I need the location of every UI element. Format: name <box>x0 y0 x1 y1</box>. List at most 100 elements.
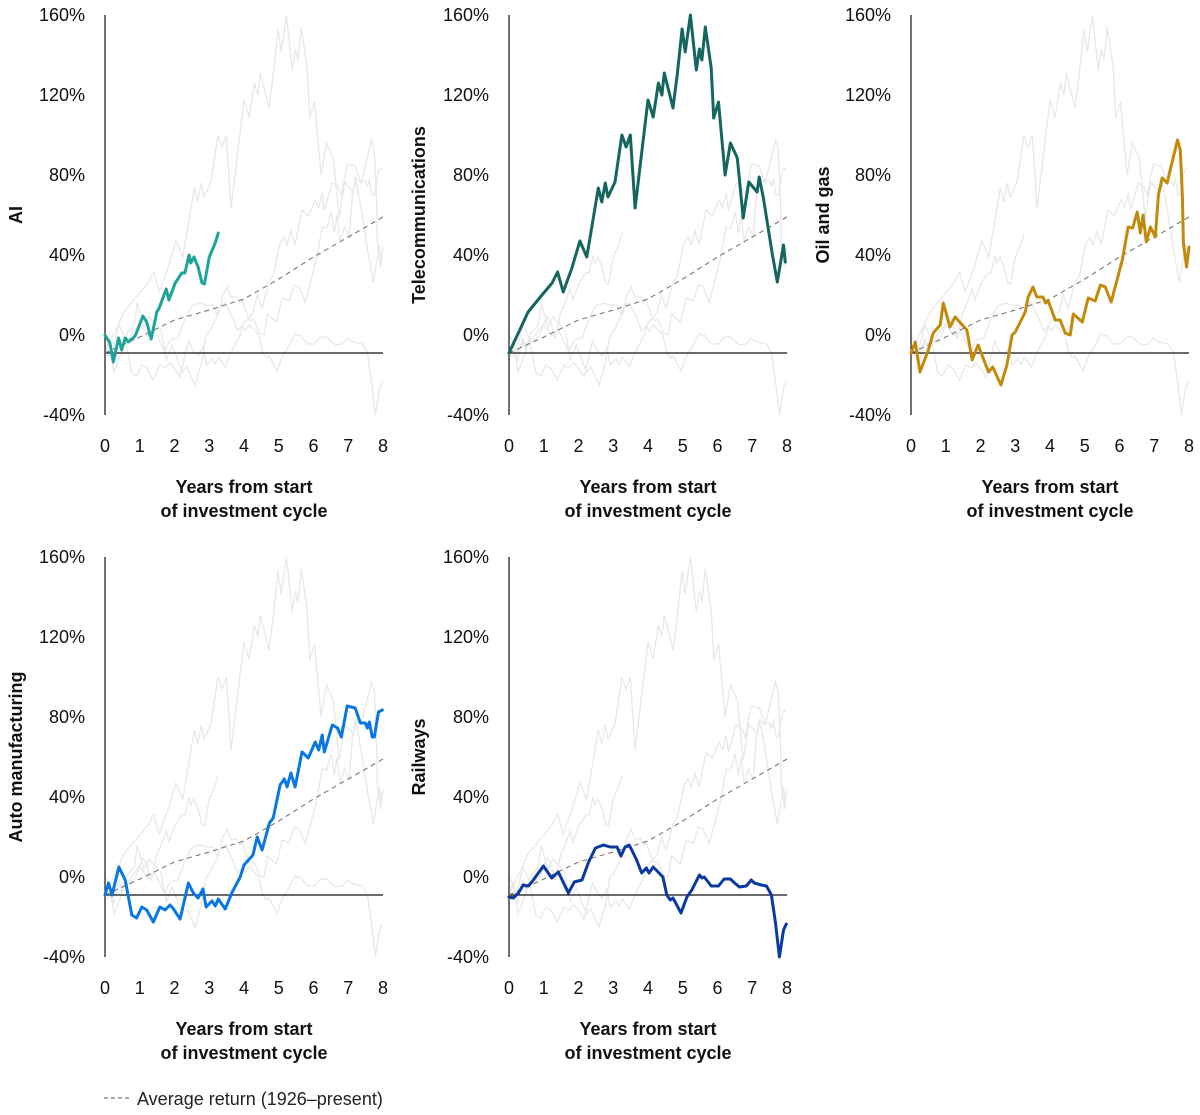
context-line-railways <box>508 302 787 416</box>
x-tick-label: 5 <box>274 978 284 998</box>
y-tick-label: 0% <box>59 325 85 345</box>
context-line-telecommunications <box>508 556 786 896</box>
x-tick-label: 1 <box>941 436 951 456</box>
x-axis-title-line2: of investment cycle <box>160 1043 327 1063</box>
x-tick-label: 5 <box>274 436 284 456</box>
x-tick-label: 3 <box>608 436 618 456</box>
x-tick-label: 3 <box>608 978 618 998</box>
y-tick-label: -40% <box>447 405 489 425</box>
context-line-telecommunications <box>910 14 1188 354</box>
y-axis-title: Telecommunications <box>409 126 429 304</box>
x-tick-label: 6 <box>308 436 318 456</box>
y-tick-label: 80% <box>453 707 489 727</box>
x-tick-label: 0 <box>504 978 514 998</box>
y-tick-label: 120% <box>443 627 489 647</box>
x-tick-label: 7 <box>343 436 353 456</box>
x-tick-label: 7 <box>747 978 757 998</box>
x-tick-label: 7 <box>343 978 353 998</box>
y-tick-label: -40% <box>447 947 489 967</box>
x-axis-title-line1: Years from start <box>579 477 716 497</box>
y-tick-label: 160% <box>39 547 85 567</box>
context-line-railways <box>104 302 383 416</box>
context-line-oil-and-gas <box>910 137 1190 387</box>
x-tick-label: 3 <box>204 978 214 998</box>
x-tick-label: 1 <box>135 978 145 998</box>
x-tick-label: 0 <box>906 436 916 456</box>
x-tick-label: 3 <box>204 436 214 456</box>
x-tick-label: 7 <box>747 436 757 456</box>
x-tick-label: 1 <box>539 978 549 998</box>
x-tick-label: 6 <box>1114 436 1124 456</box>
series-line <box>103 231 220 364</box>
context-line-auto-manufacturing <box>104 163 383 382</box>
y-tick-label: 0% <box>59 867 85 887</box>
context-line-telecommunications <box>104 14 382 354</box>
context-line-railways <box>508 844 787 958</box>
y-axis-title: Railways <box>409 718 429 795</box>
x-tick-label: 1 <box>539 436 549 456</box>
y-tick-label: 160% <box>39 5 85 25</box>
context-line-auto-manufacturing <box>104 705 383 924</box>
y-tick-label: 120% <box>39 627 85 647</box>
x-tick-label: 2 <box>169 436 179 456</box>
y-tick-label: 40% <box>855 245 891 265</box>
context-line-auto-manufacturing <box>508 163 787 382</box>
context-line-ai <box>508 232 623 363</box>
panel-railways: 160% 120% 80% 40% 0% -40% 0 1 2 3 4 5 6 7 8 Years from … <box>409 547 792 1063</box>
y-tick-label: 120% <box>845 85 891 105</box>
y-tick-label: 80% <box>49 707 85 727</box>
panel-auto-manufacturing: 160% 120% 80% 40% 0% -40% 0 1 2 3 4 5 6 7 8 Years from … <box>6 547 388 1063</box>
x-tick-label: 4 <box>643 978 653 998</box>
y-tick-label: -40% <box>43 405 85 425</box>
x-tick-label: 6 <box>712 978 722 998</box>
x-tick-label: 4 <box>239 436 249 456</box>
y-tick-label: -40% <box>43 947 85 967</box>
x-axis-title-line2: of investment cycle <box>564 1043 731 1063</box>
y-tick-label: 40% <box>453 787 489 807</box>
y-tick-label: 40% <box>453 245 489 265</box>
x-tick-label: 4 <box>239 978 249 998</box>
x-tick-label: 6 <box>712 436 722 456</box>
x-axis-title-line1: Years from start <box>981 477 1118 497</box>
x-axis-title-line2: of investment cycle <box>564 501 731 521</box>
x-tick-label: 1 <box>135 436 145 456</box>
x-axis-title-line1: Years from start <box>579 1019 716 1039</box>
series-line <box>909 138 1191 387</box>
y-tick-label: 120% <box>39 85 85 105</box>
y-tick-label: -40% <box>849 405 891 425</box>
x-tick-label: 6 <box>308 978 318 998</box>
x-tick-label: 7 <box>1149 436 1159 456</box>
context-line-oil-and-gas <box>508 679 788 929</box>
x-tick-label: 5 <box>678 978 688 998</box>
x-tick-label: 8 <box>1184 436 1194 456</box>
y-tick-label: 120% <box>443 85 489 105</box>
x-axis-title-line2: of investment cycle <box>160 501 327 521</box>
y-tick-label: 160% <box>845 5 891 25</box>
context-line-auto-manufacturing <box>508 705 787 924</box>
x-tick-label: 4 <box>1045 436 1055 456</box>
panel-telecommunications: 160% 120% 80% 40% 0% -40% 0 1 2 3 4 5 6 7 8 Years from … <box>409 5 792 521</box>
y-tick-label: 40% <box>49 245 85 265</box>
panel-oil-and-gas: 160% 120% 80% 40% 0% -40% 0 1 2 3 4 5 6 7 8 Years from … <box>813 5 1194 521</box>
context-line-telecommunications <box>104 556 382 896</box>
context-line-ai <box>104 774 219 905</box>
y-tick-label: 160% <box>443 5 489 25</box>
y-axis-title: AI <box>6 206 26 224</box>
context-line-oil-and-gas <box>104 679 384 929</box>
y-tick-label: 80% <box>49 165 85 185</box>
context-line-railways <box>910 302 1189 416</box>
x-tick-label: 2 <box>573 978 583 998</box>
y-tick-label: 0% <box>463 867 489 887</box>
x-tick-label: 8 <box>378 436 388 456</box>
series-line <box>507 13 787 355</box>
y-tick-label: 160% <box>443 547 489 567</box>
x-tick-label: 0 <box>100 436 110 456</box>
y-tick-label: 80% <box>453 165 489 185</box>
x-axis-title-line2: of investment cycle <box>966 501 1133 521</box>
legend: Average return (1926–present) <box>104 1089 383 1109</box>
x-tick-label: 5 <box>678 436 688 456</box>
context-line-oil-and-gas <box>508 137 788 387</box>
x-tick-label: 8 <box>378 978 388 998</box>
x-tick-label: 0 <box>100 978 110 998</box>
